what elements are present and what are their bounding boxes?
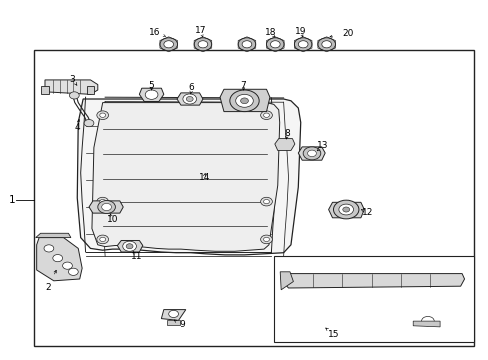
Text: 16: 16 xyxy=(148,28,160,37)
Circle shape xyxy=(186,96,193,102)
Polygon shape xyxy=(117,240,142,252)
Polygon shape xyxy=(37,238,82,281)
Text: 10: 10 xyxy=(106,215,118,224)
Circle shape xyxy=(421,316,433,326)
Circle shape xyxy=(263,237,269,242)
Circle shape xyxy=(260,235,272,244)
Text: 3: 3 xyxy=(69,75,75,84)
Circle shape xyxy=(69,92,79,99)
Polygon shape xyxy=(89,201,123,213)
Text: 13: 13 xyxy=(316,141,328,150)
Polygon shape xyxy=(298,147,325,160)
Circle shape xyxy=(240,98,248,104)
Polygon shape xyxy=(177,93,203,105)
Text: 18: 18 xyxy=(264,28,276,37)
Text: 8: 8 xyxy=(284,129,290,138)
Circle shape xyxy=(97,235,108,244)
Polygon shape xyxy=(36,233,71,238)
Circle shape xyxy=(263,199,269,204)
Circle shape xyxy=(102,203,111,211)
Polygon shape xyxy=(282,274,464,288)
Circle shape xyxy=(100,237,105,242)
Circle shape xyxy=(160,38,177,51)
Text: 14: 14 xyxy=(198,173,210,181)
Circle shape xyxy=(44,245,54,252)
Circle shape xyxy=(321,41,331,48)
Polygon shape xyxy=(280,272,293,290)
Polygon shape xyxy=(45,80,98,94)
Text: 7: 7 xyxy=(240,81,246,90)
Circle shape xyxy=(260,197,272,206)
Circle shape xyxy=(238,38,255,51)
Circle shape xyxy=(100,199,105,204)
Circle shape xyxy=(97,197,108,206)
Circle shape xyxy=(266,38,284,51)
Circle shape xyxy=(294,38,311,51)
Polygon shape xyxy=(139,88,163,102)
Text: 2: 2 xyxy=(45,284,51,292)
Circle shape xyxy=(270,41,280,48)
Text: 4: 4 xyxy=(74,123,80,132)
Circle shape xyxy=(126,244,133,249)
Circle shape xyxy=(145,90,158,99)
Polygon shape xyxy=(167,320,180,325)
Circle shape xyxy=(307,150,316,157)
Text: 9: 9 xyxy=(179,320,184,329)
Circle shape xyxy=(198,41,207,48)
Circle shape xyxy=(235,94,253,107)
Circle shape xyxy=(194,38,211,51)
Circle shape xyxy=(84,120,94,127)
Polygon shape xyxy=(92,103,279,251)
Circle shape xyxy=(242,41,251,48)
Circle shape xyxy=(98,201,115,213)
Circle shape xyxy=(122,241,136,251)
Circle shape xyxy=(62,262,72,269)
Circle shape xyxy=(317,38,335,51)
Text: 17: 17 xyxy=(194,26,206,35)
Circle shape xyxy=(342,207,349,212)
Polygon shape xyxy=(220,89,269,112)
Circle shape xyxy=(229,90,259,112)
Circle shape xyxy=(263,113,269,117)
Circle shape xyxy=(298,41,307,48)
Text: 6: 6 xyxy=(188,83,194,91)
Circle shape xyxy=(163,41,173,48)
Text: 20: 20 xyxy=(342,29,353,37)
Circle shape xyxy=(303,147,320,160)
Bar xyxy=(34,50,473,346)
Polygon shape xyxy=(41,86,49,94)
Polygon shape xyxy=(274,139,294,150)
Circle shape xyxy=(333,200,358,219)
Polygon shape xyxy=(77,99,300,255)
Text: 1: 1 xyxy=(9,195,16,205)
Text: 15: 15 xyxy=(327,330,339,338)
Circle shape xyxy=(183,94,196,104)
Polygon shape xyxy=(86,86,94,94)
Text: 11: 11 xyxy=(131,252,142,261)
Polygon shape xyxy=(412,321,439,327)
Circle shape xyxy=(338,204,353,215)
Circle shape xyxy=(68,268,78,275)
Circle shape xyxy=(100,113,105,117)
Text: 19: 19 xyxy=(294,27,305,36)
Circle shape xyxy=(53,255,62,262)
Polygon shape xyxy=(161,310,185,320)
Circle shape xyxy=(168,310,178,318)
Polygon shape xyxy=(328,202,364,218)
Text: 12: 12 xyxy=(361,208,373,217)
Circle shape xyxy=(260,111,272,120)
Text: 5: 5 xyxy=(148,81,154,90)
Bar xyxy=(273,256,473,342)
Circle shape xyxy=(97,111,108,120)
